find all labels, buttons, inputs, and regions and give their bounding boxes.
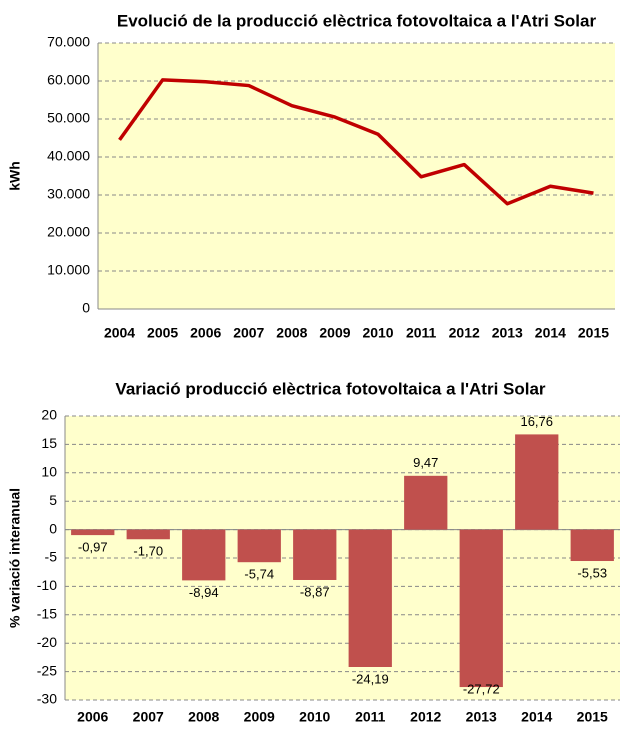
y-tick-label: 30.000 [47, 186, 90, 202]
x-tick-label: 2009 [319, 325, 350, 341]
y-tick-label: 0 [82, 300, 90, 316]
y-tick-label: 20.000 [47, 224, 90, 240]
bar [570, 529, 614, 562]
bar [71, 529, 115, 536]
x-tick-label: 2011 [355, 709, 386, 725]
value-label: -27,72 [463, 681, 500, 696]
y-tick-label: 15 [41, 435, 57, 451]
value-label: -5,74 [244, 567, 274, 582]
bar [182, 529, 226, 581]
value-label: 9,47 [413, 455, 438, 470]
y-tick-label: -30 [37, 691, 57, 707]
y-tick-label: -20 [37, 634, 57, 650]
plot-area [98, 43, 615, 309]
y-axis-label: % variació interanual [7, 488, 23, 628]
bar [515, 434, 559, 530]
y-tick-label: 40.000 [47, 148, 90, 164]
y-tick-label: -15 [37, 606, 57, 622]
x-tick-label: 2015 [577, 709, 608, 725]
y-tick-label: 70.000 [47, 34, 90, 50]
y-tick-label: 10 [41, 464, 57, 480]
x-tick-label: 2007 [133, 709, 164, 725]
x-tick-label: 2008 [188, 709, 219, 725]
x-tick-label: 2008 [276, 325, 307, 341]
y-axis-label: kWh [7, 161, 23, 191]
bar [126, 529, 170, 540]
y-tick-label: 10.000 [47, 262, 90, 278]
x-tick-label: 2014 [521, 709, 552, 725]
x-tick-label: 2012 [449, 325, 480, 341]
y-tick-label: 0 [49, 520, 57, 536]
x-tick-label: 2012 [410, 709, 441, 725]
x-tick-label: 2013 [492, 325, 523, 341]
bar [459, 529, 503, 688]
value-label: -5,53 [577, 565, 607, 580]
value-label: -24,19 [352, 671, 389, 686]
y-tick-label: 60.000 [47, 72, 90, 88]
x-tick-label: 2006 [190, 325, 221, 341]
bar [404, 475, 448, 530]
x-tick-label: 2011 [406, 325, 437, 341]
x-tick-label: 2004 [104, 325, 135, 341]
y-tick-label: -5 [45, 549, 58, 565]
value-label: 16,76 [520, 414, 553, 429]
x-tick-label: 2009 [244, 709, 275, 725]
bar [293, 529, 337, 580]
y-tick-label: 5 [49, 492, 57, 508]
chart-title: Evolució de la producció elèctrica fotov… [117, 11, 597, 30]
value-label: -1,70 [133, 544, 163, 559]
x-tick-label: 2015 [578, 325, 609, 341]
bar [348, 529, 392, 667]
y-tick-label: 50.000 [47, 110, 90, 126]
value-label: -8,87 [300, 584, 330, 599]
y-tick-label: -10 [37, 577, 57, 593]
chart-title: Variació producció elèctrica fotovoltaic… [115, 379, 546, 398]
x-tick-label: 2010 [299, 709, 330, 725]
x-tick-label: 2007 [233, 325, 264, 341]
y-tick-label: 20 [41, 407, 57, 423]
value-label: -0,97 [78, 540, 108, 555]
x-tick-label: 2010 [362, 325, 393, 341]
y-tick-label: -25 [37, 662, 57, 678]
value-label: -8,94 [189, 585, 219, 600]
line [118, 78, 594, 206]
x-tick-label: 2013 [466, 709, 497, 725]
x-tick-label: 2005 [147, 325, 178, 341]
bar [237, 529, 281, 563]
x-tick-label: 2006 [77, 709, 108, 725]
x-tick-label: 2014 [535, 325, 566, 341]
